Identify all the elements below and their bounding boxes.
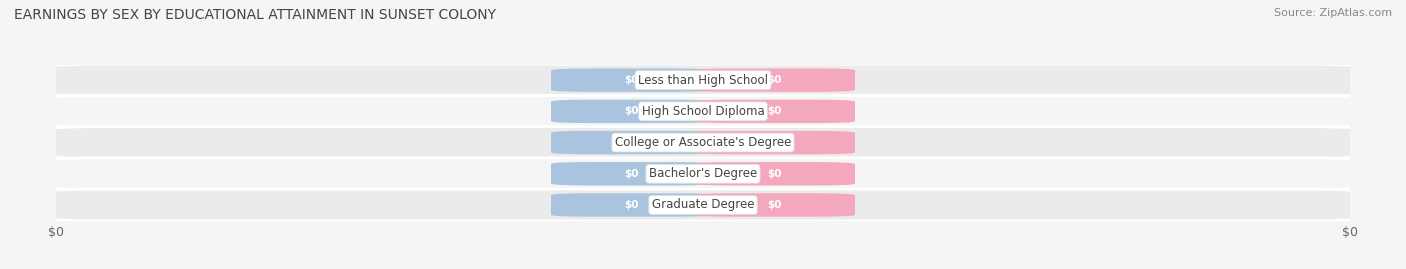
FancyBboxPatch shape bbox=[551, 193, 713, 217]
FancyBboxPatch shape bbox=[693, 162, 855, 186]
Text: College or Associate's Degree: College or Associate's Degree bbox=[614, 136, 792, 149]
Text: $0: $0 bbox=[624, 75, 640, 85]
FancyBboxPatch shape bbox=[693, 100, 855, 123]
FancyBboxPatch shape bbox=[49, 189, 1357, 221]
FancyBboxPatch shape bbox=[551, 162, 713, 186]
Text: $0: $0 bbox=[624, 200, 640, 210]
FancyBboxPatch shape bbox=[49, 64, 1357, 96]
Text: Bachelor's Degree: Bachelor's Degree bbox=[650, 167, 756, 180]
Text: High School Diploma: High School Diploma bbox=[641, 105, 765, 118]
Text: $0: $0 bbox=[766, 200, 782, 210]
Text: $0: $0 bbox=[766, 169, 782, 179]
Text: $0: $0 bbox=[766, 106, 782, 116]
Text: Source: ZipAtlas.com: Source: ZipAtlas.com bbox=[1274, 8, 1392, 18]
Text: $0: $0 bbox=[624, 106, 640, 116]
Text: $0: $0 bbox=[766, 75, 782, 85]
Text: Graduate Degree: Graduate Degree bbox=[652, 199, 754, 211]
Text: EARNINGS BY SEX BY EDUCATIONAL ATTAINMENT IN SUNSET COLONY: EARNINGS BY SEX BY EDUCATIONAL ATTAINMEN… bbox=[14, 8, 496, 22]
FancyBboxPatch shape bbox=[49, 95, 1357, 127]
FancyBboxPatch shape bbox=[49, 158, 1357, 190]
FancyBboxPatch shape bbox=[551, 131, 713, 154]
FancyBboxPatch shape bbox=[551, 69, 713, 92]
FancyBboxPatch shape bbox=[551, 100, 713, 123]
Text: $0: $0 bbox=[624, 137, 640, 148]
FancyBboxPatch shape bbox=[49, 127, 1357, 158]
FancyBboxPatch shape bbox=[693, 131, 855, 154]
FancyBboxPatch shape bbox=[693, 193, 855, 217]
Text: $0: $0 bbox=[766, 137, 782, 148]
Text: $0: $0 bbox=[624, 169, 640, 179]
Text: Less than High School: Less than High School bbox=[638, 74, 768, 87]
FancyBboxPatch shape bbox=[693, 69, 855, 92]
